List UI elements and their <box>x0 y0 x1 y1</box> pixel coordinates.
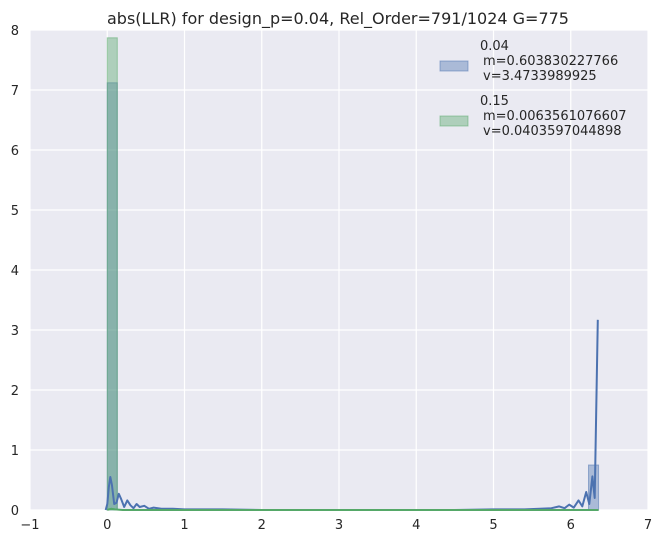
x-tick-label: 0 <box>103 518 111 533</box>
y-tick-label: 6 <box>11 144 19 159</box>
y-tick-label: 0 <box>11 504 19 519</box>
kde-line-series-1 <box>106 507 599 511</box>
legend-stat: v=3.4733989925 <box>483 69 597 84</box>
x-tick-label: 1 <box>180 518 188 533</box>
legend-swatch <box>439 60 469 72</box>
x-tick-label: 2 <box>258 518 266 533</box>
chart-title: abs(LLR) for design_p=0.04, Rel_Order=79… <box>107 9 569 29</box>
x-axis-ticks: −1 0 1 2 3 4 5 6 7 <box>20 518 652 533</box>
x-tick-label: −1 <box>20 518 39 533</box>
x-tick-label: 4 <box>412 518 420 533</box>
legend-label: 0.15 <box>480 94 509 109</box>
x-tick-label: 7 <box>644 518 652 533</box>
y-tick-label: 7 <box>11 84 19 99</box>
density-curves <box>104 319 599 511</box>
x-tick-label: 3 <box>335 518 343 533</box>
x-tick-label: 6 <box>567 518 575 533</box>
y-axis-ticks: 0 1 2 3 4 5 6 7 8 <box>11 24 19 519</box>
legend-stat: m=0.603830227766 <box>483 54 618 69</box>
legend-stat: v=0.0403597044898 <box>483 124 622 139</box>
y-tick-label: 5 <box>11 204 19 219</box>
y-tick-label: 1 <box>11 444 19 459</box>
y-tick-label: 2 <box>11 384 19 399</box>
legend-label: 0.04 <box>480 39 509 54</box>
histogram-bar-series-1 <box>106 37 118 511</box>
y-tick-label: 8 <box>11 24 19 39</box>
legend-stat: m=0.0063561076607 <box>483 109 626 124</box>
y-tick-label: 4 <box>11 264 19 279</box>
legend-swatch <box>439 115 469 127</box>
x-tick-label: 5 <box>489 518 497 533</box>
y-tick-label: 3 <box>11 324 19 339</box>
